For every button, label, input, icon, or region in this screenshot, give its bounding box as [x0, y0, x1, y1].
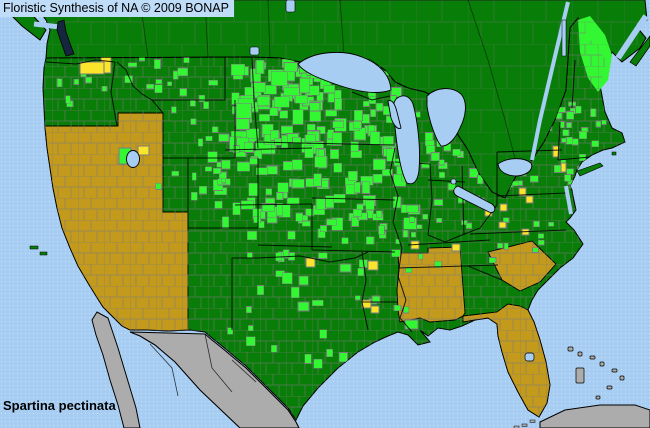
map-title: Floristic Synthesis of NA © 2009 BONAP [3, 1, 229, 15]
species-label: Spartina pectinata [3, 398, 116, 413]
lake-champlain [561, 19, 567, 57]
strait-juan-de-fuca [33, 21, 61, 30]
channel-island [39, 251, 48, 256]
channel-island [29, 245, 39, 250]
lake-ontario [497, 158, 533, 177]
lake-erie [453, 185, 496, 213]
county-occurrence-layer [56, 25, 609, 369]
state-borders [45, 56, 591, 333]
canada-district-lines [38, 0, 647, 198]
lake-superior [297, 51, 392, 93]
lake-winnipeg-tip [285, 0, 296, 13]
baja-california [91, 311, 141, 428]
long-island [576, 162, 604, 177]
lake-of-the-woods [249, 46, 260, 56]
lake-st-clair [450, 178, 457, 185]
mexico-state-borders [149, 333, 257, 397]
great-salt-lake [126, 150, 140, 168]
mexico-mainland [129, 331, 300, 428]
bahamas [567, 346, 625, 400]
chesapeake-bay [564, 185, 573, 215]
bay-of-fundy [615, 14, 649, 60]
nantucket-island [611, 151, 617, 156]
cuba [539, 404, 650, 428]
lake-huron [426, 88, 466, 147]
title-bar: Floristic Synthesis of NA © 2009 BONAP [0, 0, 234, 17]
puget-sound [56, 19, 75, 57]
green-bay [387, 100, 402, 129]
lake-okeechobee [524, 352, 535, 362]
nova-scotia [629, 35, 650, 67]
